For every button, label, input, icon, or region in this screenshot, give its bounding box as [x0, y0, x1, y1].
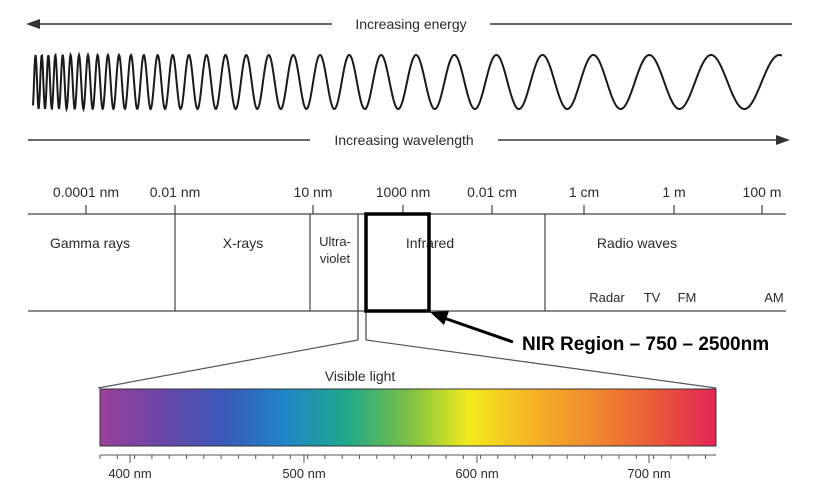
energy-label: Increasing energy: [355, 16, 466, 32]
band-ultraviolet-line1: Ultra-: [319, 234, 351, 249]
visible-tick-label: 600 nm: [455, 466, 498, 481]
tick-label: 0.01 nm: [150, 184, 201, 200]
band-gamma-rays: Gamma rays: [50, 235, 130, 251]
scale-labels: 0.0001 nm 0.01 nm 10 nm 1000 nm 0.01 cm …: [53, 184, 782, 200]
band-ultraviolet-line2: violet: [320, 251, 351, 266]
band-labels: Gamma rays X-rays Ultra- violet Infrared…: [50, 234, 784, 305]
band-radio-waves: Radio waves: [597, 235, 677, 251]
tick-label: 100 m: [743, 184, 782, 200]
wave-curve: [32, 51, 783, 113]
tick-label: 1000 nm: [376, 184, 430, 200]
nir-highlight-box: [364, 212, 431, 313]
tick-label: 0.0001 nm: [53, 184, 119, 200]
energy-arrow: Increasing energy: [26, 16, 792, 32]
visible-tick-label: 400 nm: [108, 466, 151, 481]
tick-label: 1 cm: [569, 184, 599, 200]
radio-sub-fm: FM: [678, 290, 697, 305]
tick-label: 1 m: [662, 184, 685, 200]
tick-label: 0.01 cm: [467, 184, 517, 200]
radio-sub-am: AM: [764, 290, 784, 305]
visible-spectrum-bar: [99, 388, 717, 447]
visible-light-expansion: Visible light 400 nm 500 nm 600 nm 700 n…: [97, 339, 717, 481]
visible-light-label: Visible light: [325, 368, 396, 384]
radio-sub-radar: Radar: [589, 290, 625, 305]
visible-tick-label: 500 nm: [282, 466, 325, 481]
tick-label: 10 nm: [294, 184, 333, 200]
radio-sub-tv: TV: [644, 290, 661, 305]
visible-tick-label: 700 nm: [627, 466, 670, 481]
spectrum-band-table: [28, 205, 786, 340]
callout-arrowhead: [430, 311, 449, 325]
nir-callout-label: NIR Region – 750 – 2500nm: [522, 334, 769, 355]
wavelength-label: Increasing wavelength: [334, 132, 473, 148]
nir-callout: NIR Region – 750 – 2500nm: [430, 311, 769, 355]
wavelength-arrow: Increasing wavelength: [28, 132, 790, 148]
band-x-rays: X-rays: [223, 235, 263, 251]
